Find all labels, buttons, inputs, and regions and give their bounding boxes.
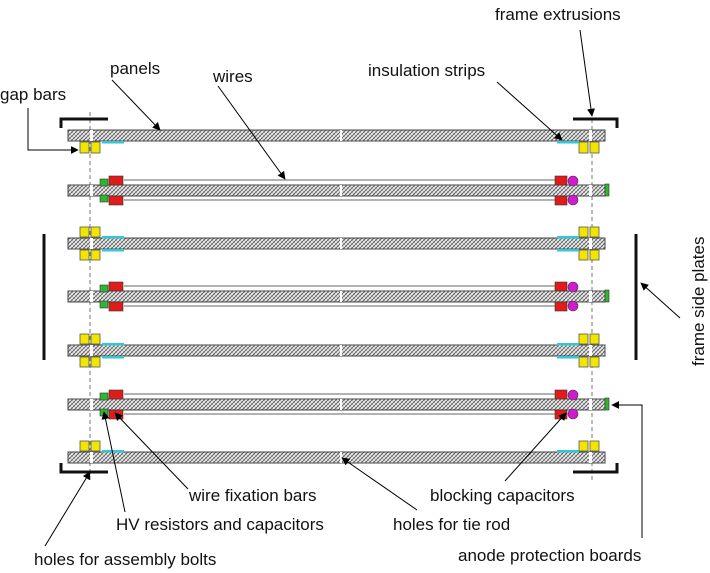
label-gap-bars: gap bars <box>0 85 66 104</box>
gap-bar <box>79 333 90 345</box>
label-frame-extrusions: frame extrusions <box>495 5 621 24</box>
insulation-strip <box>102 141 124 144</box>
label-holes-tie-rod: holes for tie rod <box>393 515 510 534</box>
leader-lines <box>27 29 681 547</box>
insulation-strip <box>557 249 579 252</box>
hv-resistor <box>108 195 124 206</box>
blocking-capacitor <box>567 281 579 293</box>
insulation-strip <box>557 236 579 239</box>
gap-bar <box>578 226 589 238</box>
insulation-strip <box>102 249 124 252</box>
blocking-capacitor <box>567 300 579 312</box>
leader-holes-tie-rod <box>341 457 418 511</box>
gap-bar <box>90 333 101 345</box>
gap-bar <box>589 440 600 452</box>
wire-panel-4 <box>67 281 610 312</box>
gap-bar <box>578 440 589 452</box>
wire-fixation-bar <box>99 300 109 309</box>
gap-bar <box>79 356 90 368</box>
anode-protection-board <box>604 289 610 303</box>
cathode-panel-1 <box>67 129 606 154</box>
leader-frame-extrusions <box>579 29 595 117</box>
gap-bar <box>79 226 90 238</box>
leader-blocking-capacitors <box>504 412 567 482</box>
gap-bar <box>90 440 101 452</box>
cathode-panel-7 <box>67 440 606 464</box>
frame-extrusion-bottom-left <box>59 463 108 474</box>
blocking-capacitor <box>567 194 579 206</box>
cathode-panel-3 <box>67 226 606 261</box>
blocking-capacitor <box>554 175 568 186</box>
leader-insulation-strips <box>496 81 563 141</box>
leader-gap-bars <box>27 108 79 154</box>
wire-fixation-bar <box>99 194 109 203</box>
anode-protection-board <box>604 183 610 197</box>
gap-bar <box>589 226 600 238</box>
label-wire-fixation-bars: wire fixation bars <box>188 486 317 505</box>
gap-bar <box>79 141 90 154</box>
insulation-strip <box>557 356 579 359</box>
cathode-panel-5 <box>67 333 606 368</box>
blocking-capacitor <box>567 389 579 401</box>
gap-bar <box>589 141 600 154</box>
insulation-strip <box>557 343 579 346</box>
blocking-capacitor <box>554 389 568 400</box>
wire-fixation-bar <box>99 284 109 293</box>
frame-extrusion-top-left <box>59 117 108 128</box>
blocking-capacitor <box>567 175 579 187</box>
label-frame-side-plates: frame side plates <box>689 237 708 366</box>
gap-bar <box>578 249 589 261</box>
gap-bar <box>589 249 600 261</box>
wire-fixation-bar <box>99 392 109 401</box>
hv-resistor <box>108 389 124 400</box>
leader-panels <box>111 79 161 131</box>
leader-holes-assembly <box>44 471 91 547</box>
blocking-capacitor <box>567 408 579 420</box>
label-hv-resistors: HV resistors and capacitors <box>116 515 324 534</box>
leader-frame-side-plates <box>640 282 681 319</box>
hv-resistor <box>108 301 124 312</box>
label-insulation-strips: insulation strips <box>368 61 485 80</box>
label-holes-assembly-bolts: holes for assembly bolts <box>34 550 216 569</box>
frame-extrusion-top-right <box>573 117 619 128</box>
insulation-strip <box>557 450 579 453</box>
gap-bar <box>90 226 101 238</box>
wire-panel-6 <box>67 389 610 420</box>
insulation-strip <box>102 343 124 346</box>
leader-hv-resistors <box>101 411 126 513</box>
wire-panel-2 <box>67 175 610 206</box>
gap-bar <box>578 333 589 345</box>
wire-fixation-bar <box>99 178 109 187</box>
label-wires: wires <box>212 67 253 86</box>
gap-bar <box>589 356 600 368</box>
frame-extrusion-bottom-right <box>573 463 619 474</box>
gap-bar <box>79 249 90 261</box>
label-anode-protection-boards: anode protection boards <box>458 546 641 565</box>
blocking-capacitor <box>554 301 568 312</box>
blocking-capacitor <box>554 195 568 206</box>
gap-bar <box>90 141 101 154</box>
gap-bar <box>79 440 90 452</box>
gap-bar <box>578 356 589 368</box>
insulation-strip <box>102 236 124 239</box>
leader-anode-protection <box>611 401 643 538</box>
hv-resistor <box>108 175 124 186</box>
insulation-strip <box>102 450 124 453</box>
gap-bar <box>578 141 589 154</box>
gap-bar <box>90 249 101 261</box>
insulation-strip <box>102 356 124 359</box>
label-panels: panels <box>110 59 160 78</box>
leader-wires <box>217 85 286 180</box>
blocking-capacitor <box>554 281 568 292</box>
anode-protection-board <box>604 397 610 411</box>
gap-bar <box>589 333 600 345</box>
label-blocking-capacitors: blocking capacitors <box>430 486 575 505</box>
insulation-strip <box>557 141 579 144</box>
leader-wire-fixation-bars <box>114 412 189 490</box>
hv-resistor <box>108 281 124 292</box>
gap-bar <box>90 356 101 368</box>
